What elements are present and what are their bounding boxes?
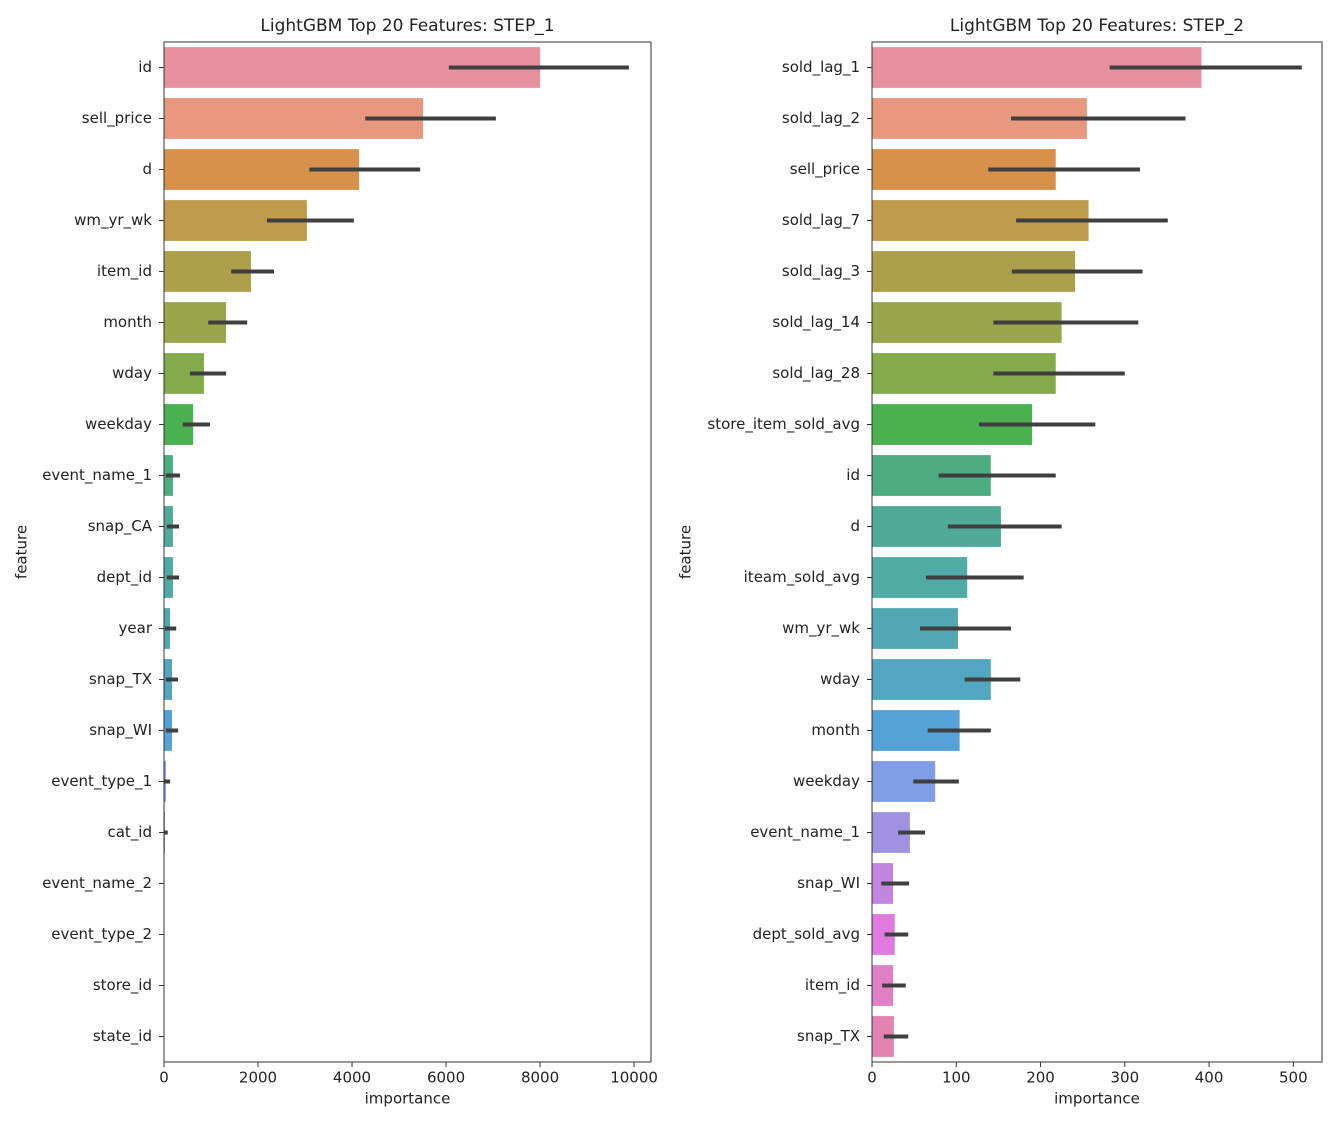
y-tick-label: snap_CA	[88, 517, 153, 536]
y-tick-label: weekday	[793, 772, 860, 790]
y-axis-label: feature	[13, 525, 31, 579]
x-tick-label: 0	[159, 1069, 169, 1087]
y-tick-label: d	[142, 160, 152, 178]
x-axis-label: importance	[1054, 1090, 1140, 1108]
y-tick-label: month	[811, 721, 860, 739]
axes-frame	[871, 41, 1323, 1063]
y-tick-label: weekday	[85, 415, 152, 433]
y-tick-label: dept_sold_avg	[753, 925, 860, 944]
x-tick-label: 500	[1279, 1069, 1308, 1087]
y-tick-label: month	[103, 313, 152, 331]
y-tick-label: wm_yr_wk	[74, 211, 152, 230]
y-tick-label: wday	[112, 364, 152, 382]
y-tick-label: wday	[820, 670, 860, 688]
y-tick-label: sold_lag_14	[772, 313, 860, 332]
bar	[872, 914, 895, 955]
y-tick-label: dept_id	[97, 568, 152, 587]
y-tick-label: snap_WI	[89, 721, 152, 740]
y-tick-label: snap_TX	[797, 1027, 860, 1046]
y-tick-label: event_name_1	[42, 466, 152, 485]
y-tick-label: event_type_2	[51, 925, 152, 944]
bar	[872, 1016, 894, 1057]
y-tick-label: sell_price	[790, 160, 860, 179]
y-tick-label: iteam_sold_avg	[744, 568, 860, 587]
y-tick-label: sold_lag_28	[772, 364, 860, 383]
y-tick-label: d	[850, 517, 860, 535]
y-tick-label: state_id	[93, 1027, 152, 1046]
chart-title: LightGBM Top 20 Features: STEP_2	[950, 16, 1244, 36]
x-tick-label: 200	[1026, 1069, 1055, 1087]
x-tick-label: 400	[1195, 1069, 1224, 1087]
y-tick-label: store_item_sold_avg	[707, 415, 860, 434]
y-tick-label: sold_lag_2	[782, 109, 860, 128]
y-tick-label: sold_lag_3	[782, 262, 860, 281]
y-tick-label: store_id	[93, 976, 152, 995]
x-tick-label: 6000	[427, 1069, 465, 1087]
x-tick-label: 8000	[521, 1069, 559, 1087]
axes-frame	[163, 41, 652, 1063]
x-tick-label: 0	[867, 1069, 877, 1087]
y-tick-label: sold_lag_7	[782, 211, 860, 230]
x-tick-label: 10000	[610, 1069, 658, 1087]
x-tick-label: 4000	[333, 1069, 371, 1087]
y-tick-label: id	[846, 466, 860, 484]
x-tick-label: 300	[1110, 1069, 1139, 1087]
y-tick-label: sold_lag_1	[782, 58, 860, 77]
x-tick-label: 2000	[239, 1069, 277, 1087]
y-tick-label: snap_TX	[89, 670, 152, 689]
y-tick-label: event_type_1	[51, 772, 152, 791]
y-tick-label: cat_id	[107, 823, 152, 842]
y-tick-label: item_id	[97, 262, 152, 281]
y-tick-label: snap_WI	[797, 874, 860, 893]
y-tick-label: sell_price	[82, 109, 152, 128]
y-axis-label: feature	[677, 525, 695, 579]
y-tick-label: item_id	[805, 976, 860, 995]
x-tick-label: 100	[942, 1069, 971, 1087]
y-tick-label: id	[138, 58, 152, 76]
chart-title: LightGBM Top 20 Features: STEP_1	[260, 16, 554, 36]
x-axis-label: importance	[365, 1090, 451, 1108]
y-tick-label: event_name_2	[42, 874, 152, 893]
y-tick-label: wm_yr_wk	[782, 619, 860, 638]
y-tick-label: year	[119, 619, 153, 637]
y-tick-label: event_name_1	[750, 823, 860, 842]
